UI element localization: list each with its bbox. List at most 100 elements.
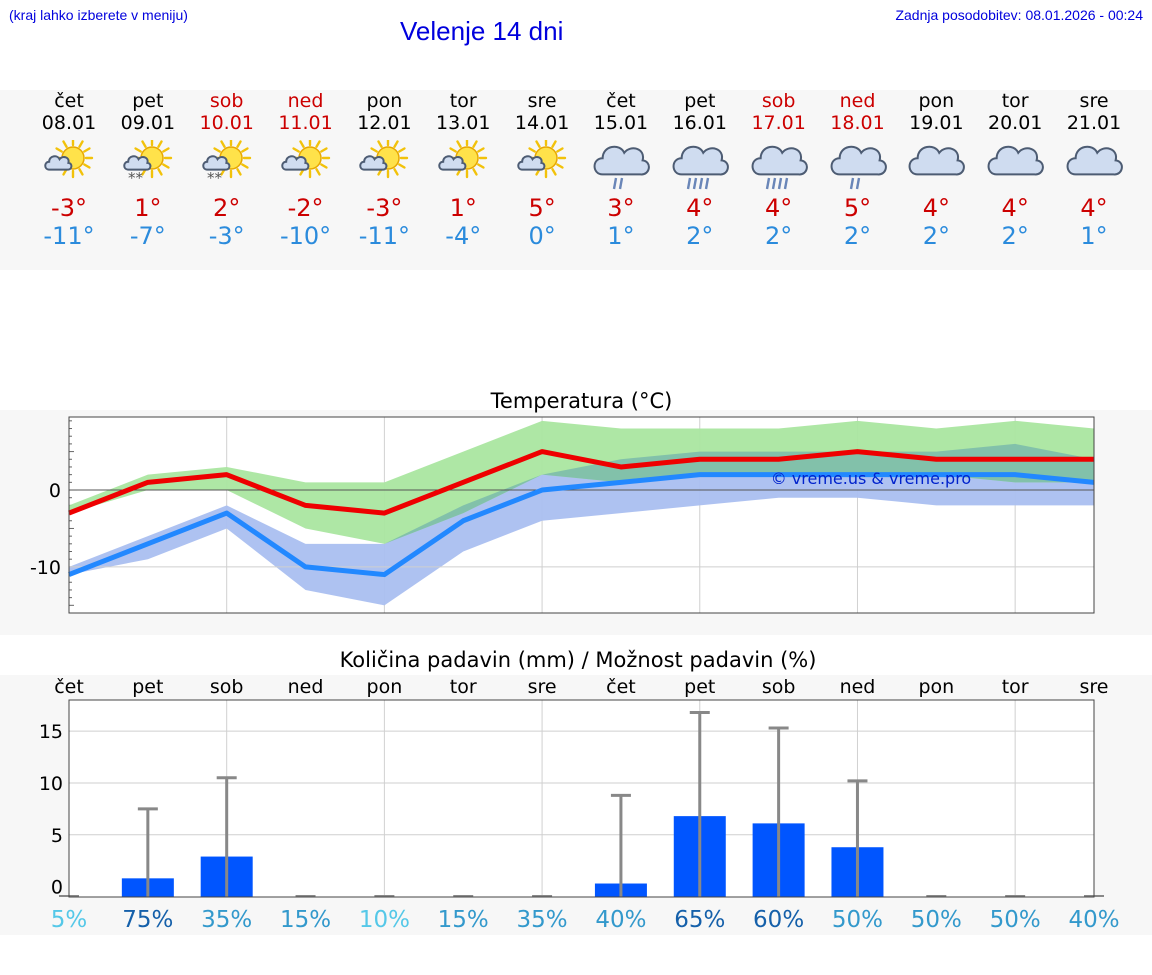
cloud-shape: [593, 145, 650, 176]
day-column: pon 12.01 -3° -11°: [345, 90, 423, 250]
precip-y-tick-label: 15: [39, 721, 63, 743]
temp-plot-frame: [68, 416, 1095, 614]
min-temp: 1°: [1080, 222, 1108, 250]
cloud-icon: [908, 145, 966, 176]
min-temp: -11°: [358, 222, 410, 250]
max-temp: -3°: [51, 194, 87, 222]
precip-day-label: čet: [606, 676, 636, 698]
precip-probability: 40%: [595, 907, 646, 933]
precip-day-label: pon: [918, 676, 954, 698]
cloud-light-rain-icon: [830, 145, 887, 190]
day-column: pet 09.01 ** 1° -7°: [109, 90, 187, 250]
day-name: sre: [527, 90, 557, 112]
precip-probability: 35%: [201, 907, 252, 933]
day-column: ned 18.01 5° 2°: [819, 90, 897, 250]
day-date: 11.01: [278, 112, 333, 134]
precip-probability: 50%: [832, 907, 883, 933]
raindrops-icon: [612, 177, 624, 190]
day-date: 21.01: [1066, 112, 1122, 134]
max-temp: 1°: [134, 194, 162, 222]
day-column: čet 08.01 -3° -11°: [30, 90, 108, 250]
min-temp: 2°: [1001, 222, 1029, 250]
precip-probability: 60%: [753, 907, 804, 933]
cloud-rain-icon: [751, 145, 808, 190]
cloud-shape: [987, 145, 1044, 176]
precip-day-label: sre: [528, 676, 557, 698]
raindrops-icon: [765, 177, 788, 190]
min-temp: -7°: [129, 222, 166, 250]
precip-day-label: ned: [840, 676, 876, 698]
min-temp: 2°: [686, 222, 714, 250]
day-name: sob: [761, 90, 796, 112]
precip-day-label: čet: [54, 676, 84, 698]
temp-y-tick-label: 0: [49, 480, 61, 502]
max-temp: -2°: [287, 194, 324, 222]
precip-day-label: pon: [367, 676, 403, 698]
precip-day-label: pet: [132, 676, 163, 698]
min-temp-line: [68, 472, 1095, 578]
min-temp: 0°: [528, 222, 556, 250]
precip-day-label: tor: [450, 676, 477, 698]
day-name: pon: [366, 90, 403, 112]
day-name: sob: [209, 90, 244, 112]
precipitation-chart: Količina padavin (mm) / Možnost padavin …: [39, 648, 1120, 933]
cloud-light-rain-icon: [593, 145, 650, 190]
precip-day-label: sre: [1080, 676, 1109, 698]
precip-probability: 40%: [1068, 907, 1119, 933]
precip-probability: 35%: [517, 907, 568, 933]
cloud-shape: [908, 145, 966, 176]
location-hint: (kraj lahko izberete v meniju): [9, 7, 188, 23]
min-temp: 2°: [922, 222, 950, 250]
min-range-band: [69, 443, 1094, 606]
day-date: 16.01: [672, 112, 727, 134]
day-name: tor: [1001, 90, 1029, 112]
day-date: 12.01: [357, 112, 412, 134]
cloud-shape: [830, 145, 887, 176]
precip-probability: 75%: [122, 907, 173, 933]
min-temp: 2°: [765, 222, 793, 250]
max-temp: 5°: [843, 194, 872, 222]
day-column: tor 13.01 1° -4°: [424, 90, 502, 250]
sun-cloud-icon: [517, 140, 567, 179]
sun-cloud-icon: [280, 140, 330, 179]
max-temp: 4°: [765, 194, 793, 222]
cloud-rain-icon: [672, 145, 729, 190]
cloud-shape: [359, 155, 388, 171]
max-temp: 4°: [1080, 194, 1108, 222]
precip-day-label: ned: [288, 676, 324, 698]
temp-y-tick-label: -10: [30, 557, 61, 579]
day-name: sre: [1079, 90, 1109, 112]
sun-cloud-icon: [359, 140, 409, 179]
min-temp: 2°: [843, 222, 872, 250]
day-date: 20.01: [987, 112, 1043, 134]
max-temp: 1°: [449, 194, 477, 222]
day-column: sre 14.01 5° 0°: [503, 90, 581, 250]
day-name: čet: [54, 90, 84, 112]
snowflake-icon: **: [207, 169, 223, 187]
day-date: 09.01: [120, 112, 176, 134]
precip-probability: 10%: [359, 907, 410, 933]
precip-probability: 50%: [911, 907, 962, 933]
max-temp: 5°: [528, 194, 556, 222]
day-date: 17.01: [751, 112, 806, 134]
cloud-shape: [751, 145, 808, 176]
min-temp: -11°: [43, 222, 95, 250]
min-temp: 1°: [607, 222, 635, 250]
cloud-shape: [201, 155, 231, 171]
overlap-range-band: [69, 443, 1094, 544]
precip-y-tick-label: 0: [51, 877, 63, 899]
day-column: pon 19.01 4° 2°: [897, 90, 975, 250]
day-name: ned: [839, 90, 876, 112]
raindrops-icon: [849, 177, 860, 190]
sun-cloud-snow-icon: **: [123, 140, 173, 187]
day-column: sob 10.01 ** 2° -3°: [188, 90, 266, 250]
min-temp: -4°: [445, 222, 482, 250]
cloud-shape: [438, 155, 467, 171]
precip-y-tick-label: 10: [39, 773, 63, 795]
precip-probability: 15%: [280, 907, 331, 933]
day-name: tor: [449, 90, 477, 112]
cloud-icon: [987, 145, 1044, 176]
day-name: čet: [606, 90, 636, 112]
day-name: pet: [132, 90, 164, 112]
cloud-shape: [280, 155, 309, 171]
